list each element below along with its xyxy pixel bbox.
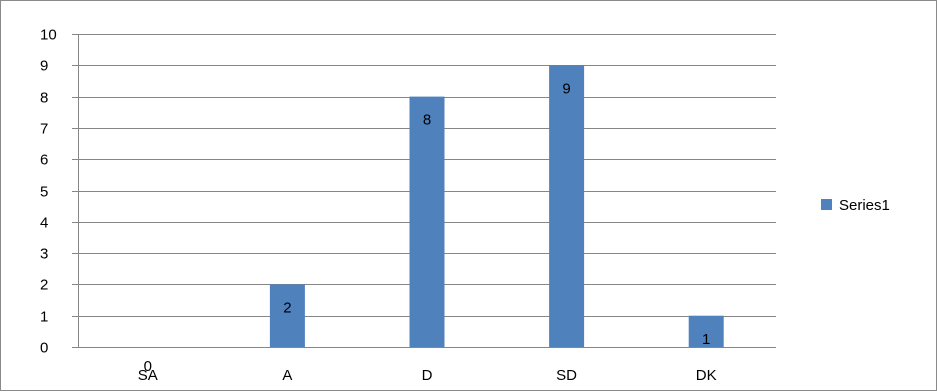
y-tick-label: 0 [40,340,48,357]
x-tick-label: D [422,367,433,384]
y-tick-label: 3 [40,246,48,263]
y-tick-label: 8 [40,90,48,107]
data-label: 1 [702,331,710,348]
legend: Series1 [821,197,890,214]
data-label: 8 [423,112,431,129]
y-tick-label: 6 [40,152,48,169]
axes [72,34,776,348]
bar-a [269,284,305,347]
y-tick-label: 10 [40,27,57,44]
bar-d [409,96,445,347]
y-tick-label: 2 [40,277,48,294]
data-labels: 0 2 8 9 1 [144,80,711,375]
x-tick-labels: SA A D SD DK [138,367,717,384]
x-tick-label: SA [138,367,158,384]
bar-sd [549,65,585,348]
bar-dk [688,315,724,347]
y-tick-label: 5 [40,184,48,201]
y-tick-label: 1 [40,309,48,326]
legend-swatch [821,199,832,210]
y-tick-label: 9 [40,58,48,75]
data-label: 0 [144,358,152,375]
bars [269,65,724,348]
y-tick-labels: 0 1 2 3 4 5 6 7 8 9 10 [40,27,57,357]
x-tick-label: DK [696,367,717,384]
y-tick-label: 4 [40,215,48,232]
x-tick-label: SD [556,367,577,384]
x-tick-label: A [282,367,292,384]
y-tick-label: 7 [40,121,48,138]
legend-label: Series1 [839,197,890,214]
data-label: 2 [283,299,291,316]
data-label: 9 [562,80,570,97]
